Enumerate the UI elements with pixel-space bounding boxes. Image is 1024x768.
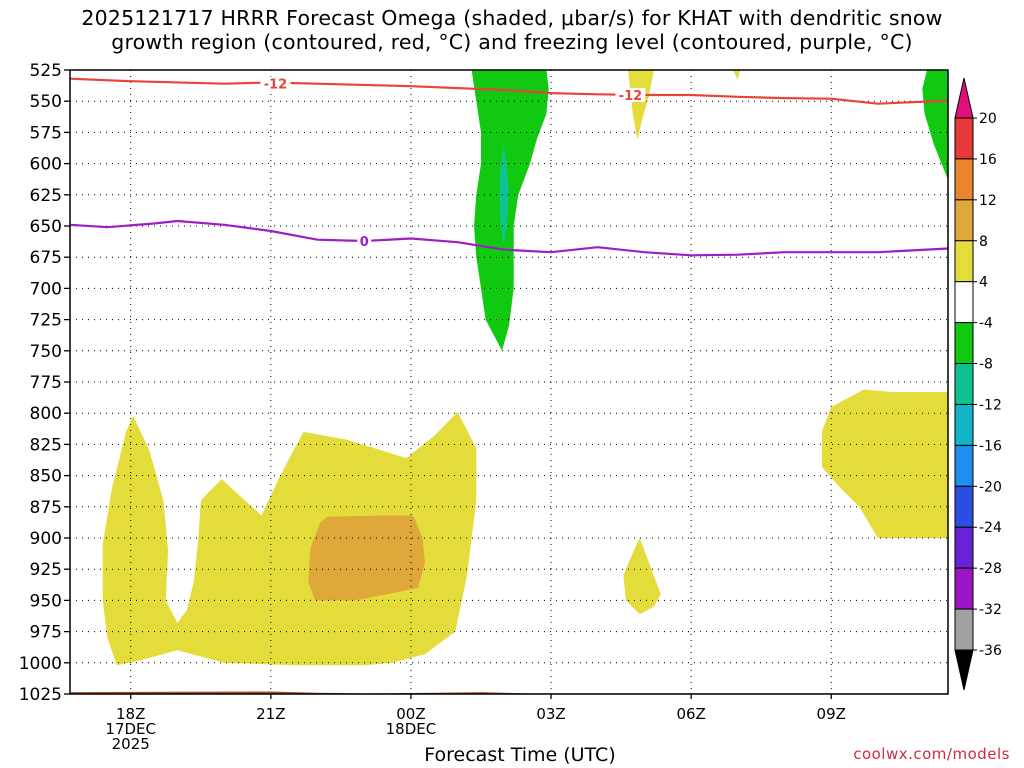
y-tick-label-900: 900 — [30, 529, 62, 549]
y-tick-label-525: 525 — [30, 61, 62, 81]
colorbar-label-13: -36 — [979, 643, 1002, 659]
y-tick-label-550: 550 — [30, 92, 62, 112]
colorbar: 20 16 12 8 4 -4 -8 -12 -16 -20 -24 -28 -32 -36 — [954, 77, 1002, 691]
colorbar-segment-5 — [954, 322, 974, 365]
omega-region-5 — [733, 70, 741, 80]
y-tick-label-600: 600 — [30, 155, 62, 175]
x-tick-label-09Z-0: 09Z — [817, 705, 846, 723]
grid-lines — [70, 70, 948, 694]
contour-label-0-0: 0 — [360, 235, 369, 250]
colorbar-under-triangle — [954, 649, 974, 691]
x-tick-label-03Z-0: 03Z — [536, 705, 565, 723]
colorbar-segment-7 — [954, 403, 974, 446]
chart-title: 2025121717 HRRR Forecast Omega (shaded, … — [0, 6, 1024, 54]
x-tick-label-21Z-0: 21Z — [256, 705, 285, 723]
colorbar-segment-3 — [954, 240, 974, 283]
y-tick-label-850: 850 — [30, 467, 62, 487]
colorbar-label-7: -12 — [979, 397, 1002, 413]
contour-label--12-1: -12 — [619, 89, 643, 104]
colorbar-label-12: -32 — [979, 602, 1002, 618]
colorbar-segment-2 — [954, 199, 974, 242]
omega-region-7 — [499, 144, 509, 246]
colorbar-label-10: -24 — [979, 520, 1002, 536]
colorbar-label-4: 4 — [979, 275, 988, 291]
omega-region-1 — [308, 515, 425, 601]
colorbar-segment-8 — [954, 444, 974, 487]
y-tick-label-975: 975 — [30, 623, 62, 643]
y-axis: 525 550 575 600 625 650 675 700 725 750 775 800 825 8… — [19, 61, 70, 705]
omega-region-3 — [821, 389, 948, 538]
y-tick-label-875: 875 — [30, 498, 62, 518]
contour-label-bg--12-0 — [260, 76, 291, 91]
y-tick-label-925: 925 — [30, 560, 62, 580]
y-tick-label-800: 800 — [30, 404, 62, 424]
colorbar-label-3: 8 — [979, 234, 988, 250]
y-tick-label-700: 700 — [30, 279, 62, 299]
contour-line--12 — [70, 77, 948, 105]
chart-title-line-1: 2025121717 HRRR Forecast Omega (shaded, … — [81, 6, 943, 30]
x-tick-label-18Z-1: 17DEC — [105, 720, 156, 738]
colorbar-label-11: -28 — [979, 561, 1002, 577]
x-axis-label: Forecast Time (UTC) — [424, 744, 616, 766]
colorbar-segment-11 — [954, 567, 974, 610]
colorbar-segment-12 — [954, 608, 974, 651]
contour-label-bg--12-1 — [615, 87, 646, 102]
contour-label--12-0: -12 — [264, 78, 288, 93]
x-tick-label-18Z-0: 18Z — [116, 705, 145, 723]
colorbar-segment-1 — [954, 158, 974, 201]
omega-region-4 — [628, 70, 654, 140]
colorbar-label-6: -8 — [979, 357, 993, 373]
y-tick-label-750: 750 — [30, 342, 62, 362]
y-tick-label-1025: 1025 — [19, 685, 62, 705]
x-tick-label-00Z-1: 18DEC — [386, 720, 437, 738]
colorbar-over-triangle — [954, 77, 974, 119]
chart-title-line-2: growth region (contoured, red, °C) and f… — [111, 30, 913, 54]
contour-label-bg-0-0 — [357, 233, 372, 248]
x-tick-label-06Z-0: 06Z — [676, 705, 705, 723]
y-tick-label-625: 625 — [30, 186, 62, 206]
y-tick-label-650: 650 — [30, 217, 62, 237]
colorbar-label-1: 16 — [979, 152, 997, 168]
contour-layer: -12 -12 0 — [70, 76, 948, 257]
y-tick-label-725: 725 — [30, 311, 62, 331]
colorbar-label-2: 12 — [979, 193, 997, 209]
colorbar-label-0: 20 — [979, 111, 997, 127]
y-tick-label-1000: 1000 — [19, 654, 62, 674]
colorbar-segment-10 — [954, 526, 974, 569]
omega-region-6 — [471, 70, 549, 351]
omega-region-2 — [623, 538, 661, 615]
y-tick-label-775: 775 — [30, 373, 62, 393]
y-tick-label-950: 950 — [30, 591, 62, 611]
y-tick-label-575: 575 — [30, 123, 62, 143]
colorbar-segment-9 — [954, 485, 974, 528]
colorbar-segment-6 — [954, 363, 974, 405]
colorbar-segment-0 — [954, 117, 974, 160]
colorbar-label-8: -16 — [979, 438, 1002, 454]
contour-line-0 — [70, 219, 948, 257]
x-tick-label-00Z-0: 00Z — [396, 705, 425, 723]
colorbar-label-5: -4 — [979, 316, 993, 332]
y-tick-label-675: 675 — [30, 248, 62, 268]
omega-shading-layer — [102, 70, 948, 666]
x-tick-label-18Z-2: 2025 — [112, 735, 150, 753]
colorbar-segment-4 — [954, 281, 974, 324]
y-tick-label-825: 825 — [30, 435, 62, 455]
colorbar-label-9: -20 — [979, 479, 1002, 495]
omega-region-8 — [922, 70, 948, 180]
credit-text: coolwx.com/models — [853, 745, 1010, 763]
